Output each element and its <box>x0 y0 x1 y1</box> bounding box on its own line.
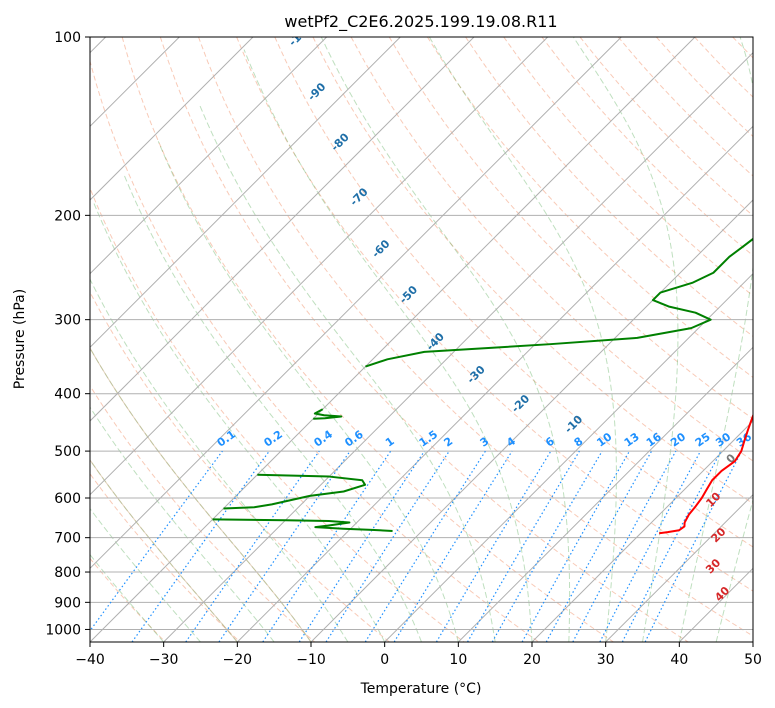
moist-adiabat <box>572 37 679 642</box>
sounding-traces <box>212 237 753 535</box>
dewpoint-lower-trace <box>313 408 343 420</box>
mixing-ratio-label: 36 <box>734 430 754 450</box>
y-tick-label: 500 <box>54 444 81 460</box>
x-tick-label: 40 <box>670 652 688 668</box>
y-tick-label: 800 <box>54 565 81 581</box>
temperature-trace <box>659 413 753 535</box>
isotherm <box>90 37 254 201</box>
mixing-ratio-line <box>298 450 425 642</box>
isotherm <box>90 37 328 275</box>
moist-adiabat <box>320 37 571 642</box>
reference-curve <box>90 459 238 642</box>
x-tick-label: −10 <box>296 652 326 668</box>
moist-adiabat <box>92 201 386 642</box>
x-tick-label: 50 <box>744 652 762 668</box>
x-axis-label: Temperature (°C) <box>360 681 482 697</box>
y-tick-label: 600 <box>54 491 81 507</box>
isotherm <box>457 346 753 642</box>
mixing-ratio-line <box>393 450 513 642</box>
dry-adiabats <box>90 37 753 642</box>
isotherm <box>90 37 549 496</box>
dry-adiabat <box>90 384 316 642</box>
reference-curve <box>90 347 312 642</box>
x-tick-label: −30 <box>149 652 179 668</box>
dewpoint-trace <box>365 237 753 368</box>
dry-adiabat <box>90 186 465 642</box>
isotherm <box>90 37 475 422</box>
y-tick-label: 900 <box>54 595 81 611</box>
dry-adiabat <box>236 37 753 592</box>
y-tick-label: 1000 <box>45 622 81 638</box>
moist-adiabat <box>428 37 617 642</box>
dry-adiabat <box>274 37 753 548</box>
moist-adiabat <box>90 507 201 642</box>
dewpoint-lower-trace <box>223 473 367 510</box>
x-tick-label: −40 <box>75 652 105 668</box>
isotherm <box>90 37 401 349</box>
mixing-ratio-line <box>262 450 392 642</box>
mixing-ratio-line <box>545 450 653 642</box>
isotherm <box>90 37 696 642</box>
y-tick-label: 300 <box>54 313 81 329</box>
x-tick-label: −20 <box>223 652 253 668</box>
isotherm <box>531 420 753 642</box>
mixing-ratio-line <box>131 450 270 642</box>
x-axis-ticks: −40 −30 −20 −10 0 10 20 30 40 50 <box>75 642 762 668</box>
isotherm <box>384 272 753 642</box>
isotherm <box>163 51 753 642</box>
y-tick-label: 200 <box>54 208 81 224</box>
dry-adiabat-label: -100 <box>286 20 315 49</box>
mixing-ratio-line <box>185 450 320 642</box>
y-tick-label: 100 <box>54 30 81 46</box>
isotherm <box>236 125 753 642</box>
dry-adiabat <box>90 472 241 642</box>
y-tick-label: 700 <box>54 531 81 547</box>
x-tick-label: 0 <box>380 652 389 668</box>
chart-title: wetPf2_C2E6.2025.199.19.08.R11 <box>284 12 557 32</box>
dry-adiabat <box>121 37 614 642</box>
mixing-ratio-lines <box>90 450 743 642</box>
dry-adiabat <box>503 37 753 297</box>
mixing-ratio-line <box>644 450 743 642</box>
isotherm <box>90 37 622 570</box>
dry-adiabat <box>465 37 753 337</box>
skewed-isotherms <box>90 37 753 642</box>
dry-adiabat <box>90 59 540 642</box>
moist-adiabat <box>90 278 349 642</box>
mixing-ratio-line <box>90 450 223 632</box>
x-tick-label: 20 <box>523 652 541 668</box>
mixing-ratio-line <box>572 450 677 642</box>
dry-adiabat <box>350 37 753 462</box>
moist-adiabat <box>198 104 496 642</box>
moist-adiabat <box>678 37 753 642</box>
y-axis-label: Pressure (hPa) <box>12 289 28 389</box>
dry-adiabat <box>312 37 753 505</box>
x-tick-label: 30 <box>597 652 615 668</box>
dry-adiabat <box>159 37 689 642</box>
mixing-ratio-line <box>218 450 351 642</box>
isotherm <box>605 493 753 642</box>
dry-adiabat <box>388 37 753 420</box>
dewpoint-lower-trace <box>212 518 393 532</box>
y-tick-label: 400 <box>54 387 81 403</box>
plot-frame <box>89 36 754 643</box>
x-tick-label: 10 <box>449 652 467 668</box>
y-axis-ticks: 100 200 300 400 500 600 700 800 900 1000 <box>45 30 90 638</box>
dry-adiabat <box>90 291 390 642</box>
moist-adiabat <box>123 173 422 642</box>
mixing-ratio-line <box>521 450 631 642</box>
moist-adiabat <box>243 49 533 642</box>
mixing-ratio-line <box>325 450 450 642</box>
dry-adiabat <box>426 37 753 378</box>
